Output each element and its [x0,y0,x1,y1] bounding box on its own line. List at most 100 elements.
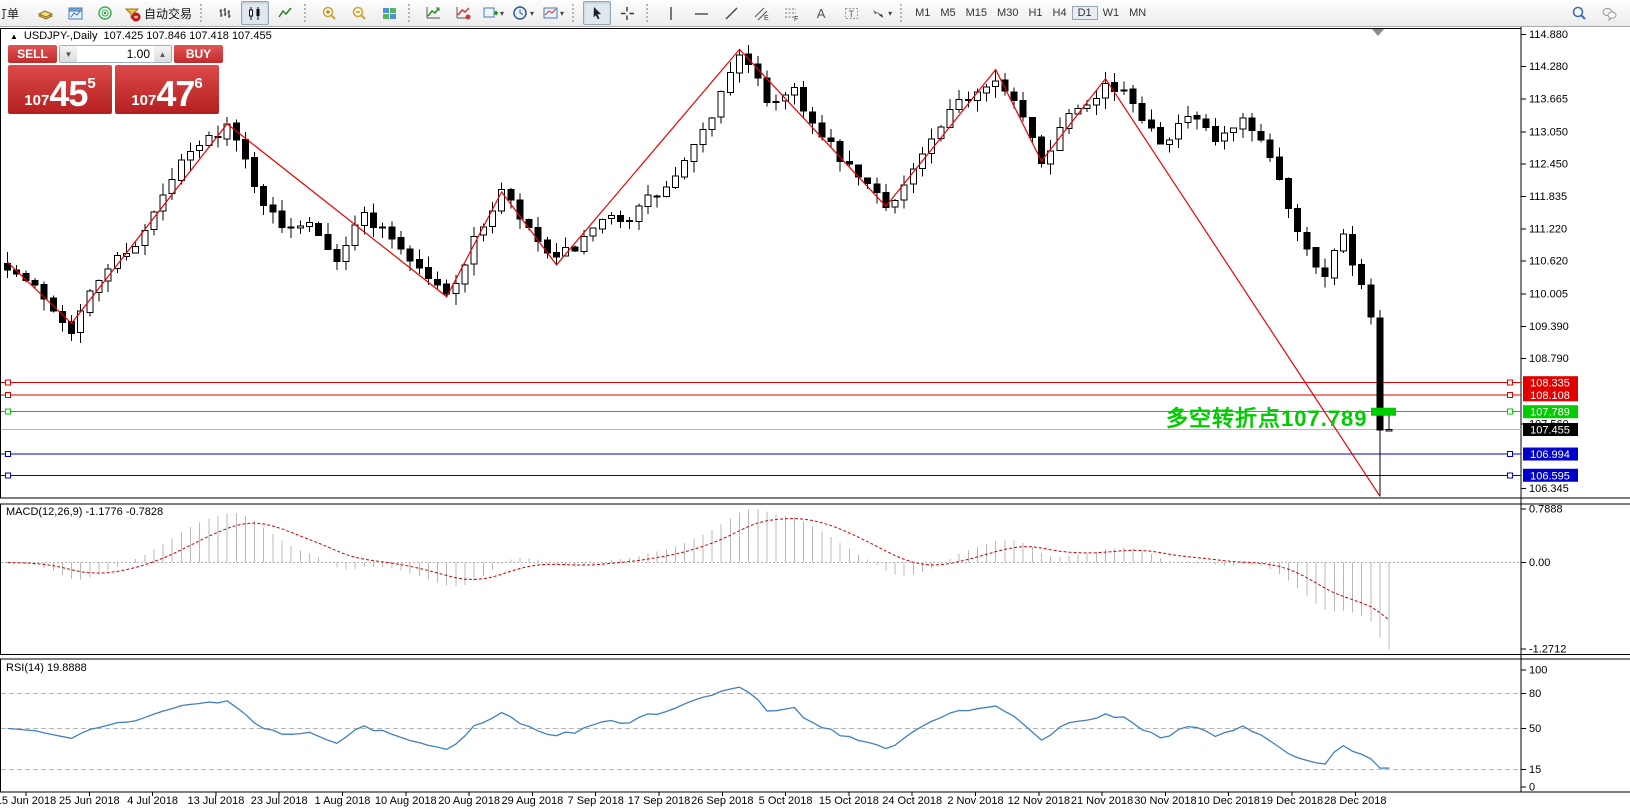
volume-value[interactable]: 1.00 [126,47,150,61]
zoom-in-button[interactable] [315,1,343,25]
candle-body [1184,115,1192,123]
candle-body [388,226,396,240]
date-tick-label: 13 Jul 2018 [187,795,244,807]
price-axis: 114.880 114.280 113.665 113.050 112.450 111.8… [1521,29,1569,495]
zigzag-line[interactable] [7,48,1381,497]
candle-body [187,150,194,161]
buy-price-display[interactable]: 107 47 6 [115,65,219,114]
rsi-axis: 100 80 50 15 0 [1521,665,1547,794]
tf-m5-button[interactable]: M5 [940,7,956,19]
zoom-out-button[interactable] [345,1,373,25]
candle-body [580,236,588,253]
toolbar-grip [304,4,310,22]
chart-canvas[interactable]: 114.880 114.280 113.665 113.050 112.450 111.8… [0,27,1630,811]
fibonacci-button[interactable]: F [777,1,805,25]
candle-body [1019,99,1027,118]
volume-decrease-button[interactable]: ▼ [60,46,77,62]
signals-button[interactable] [91,1,119,25]
collapse-panel-icon[interactable]: ▲ [10,31,18,41]
price-flag [1523,423,1578,437]
date-tick-label: 5 Oct 2018 [759,795,813,807]
autotrade-button[interactable]: 自动交易 [121,1,195,25]
trendline-button[interactable] [717,1,745,25]
cursor-button[interactable] [583,1,612,25]
candle-body [488,210,496,227]
date-tick-label: 7 Sep 2018 [568,795,624,807]
price-flag-text: 107.455 [1530,425,1570,437]
indicators-button[interactable] [419,1,447,25]
autotrade-label: 自动交易 [144,6,193,21]
line-handle[interactable] [1507,472,1513,479]
crosshair-icon [619,5,636,22]
price-flag-text: 108.335 [1530,378,1570,390]
candle-body [269,204,277,213]
candle-body [946,109,954,129]
chat-button[interactable] [1595,1,1623,25]
periods-button[interactable]: ▾ [509,1,537,25]
line-handle[interactable] [1507,379,1513,386]
label-tool-button[interactable]: T [837,1,865,25]
volume-increase-button[interactable]: ▲ [154,46,171,62]
indicator-list-button[interactable] [449,1,477,25]
tile-windows-button[interactable] [375,1,403,25]
market-watch-button[interactable] [31,1,59,25]
line-handle[interactable] [5,451,11,458]
text-tool-button[interactable]: A [807,1,835,25]
price-flag [1523,405,1578,419]
bar-chart-icon [217,5,234,22]
label-tool-icon: T [843,5,860,22]
tf-h1-button[interactable]: H1 [1028,7,1043,19]
tf-d1-button[interactable]: D1 [1071,6,1098,20]
search-icon [1571,5,1588,22]
toolbar: 订单 自动交易 ▾ ▾ ▾ E F A T ▾ M1 M5 M15 M30 H1… [0,0,1630,27]
line-handle[interactable] [1507,408,1513,415]
price-flag [1523,468,1578,482]
candle-body [1138,102,1146,122]
templates-button[interactable]: ▾ [539,1,567,25]
tf-m30-button[interactable]: M30 [997,7,1019,19]
chart-window-button[interactable] [61,1,89,25]
macd-indicator-label: MACD(12,26,9) -1.1776 -0.7828 [6,506,164,518]
line-handle[interactable] [5,379,11,386]
horizontal-line-button[interactable] [687,1,715,25]
crosshair-button[interactable] [613,1,641,25]
buy-button[interactable]: BUY [174,45,223,63]
tf-w1-button[interactable]: W1 [1102,7,1120,19]
candle-body [95,280,103,293]
svg-text:0.00: 0.00 [1529,557,1550,569]
candle-body [1129,88,1137,105]
annotation-marker[interactable] [1371,407,1396,416]
search-button[interactable] [1565,1,1593,25]
vertical-line-button[interactable] [657,1,685,25]
add-chart-button[interactable]: ▾ [479,1,507,25]
zoom-in-icon [321,5,338,22]
new-order-button[interactable]: 订单 [1,1,29,25]
candle-body [1047,150,1055,165]
line-handle[interactable] [1507,451,1513,458]
candlestick-chart-button[interactable] [241,1,270,25]
pivot-annotation-text[interactable]: 多空转折点107.789 [1166,406,1368,431]
candle-body [132,246,140,254]
line-chart-button[interactable] [271,1,299,25]
tf-mn-button[interactable]: MN [1129,7,1147,19]
candle-body [726,72,734,94]
sell-button[interactable]: SELL [8,45,57,63]
tf-h4-button[interactable]: H4 [1052,7,1067,19]
line-handle[interactable] [5,472,11,479]
candle-body [864,177,872,184]
candle-body [571,246,579,252]
tf-m15-button[interactable]: M15 [965,7,988,19]
channel-button[interactable]: E [747,1,775,25]
line-handle[interactable] [1507,391,1513,398]
sell-price-display[interactable]: 107 45 5 [8,65,112,114]
tf-m1-button[interactable]: M1 [915,7,931,19]
chart-shift-marker-icon[interactable] [1372,29,1384,36]
sell-price-pips: 45 [49,73,88,114]
line-handle[interactable] [5,408,11,415]
candle-body [424,267,432,280]
arrows-tool-button[interactable]: ▾ [867,1,895,25]
chart-area[interactable]: 114.880 114.280 113.665 113.050 112.450 111.8… [0,27,1630,811]
line-handle[interactable] [5,391,11,398]
candle-body [1285,177,1292,210]
bar-chart-button[interactable] [211,1,239,25]
